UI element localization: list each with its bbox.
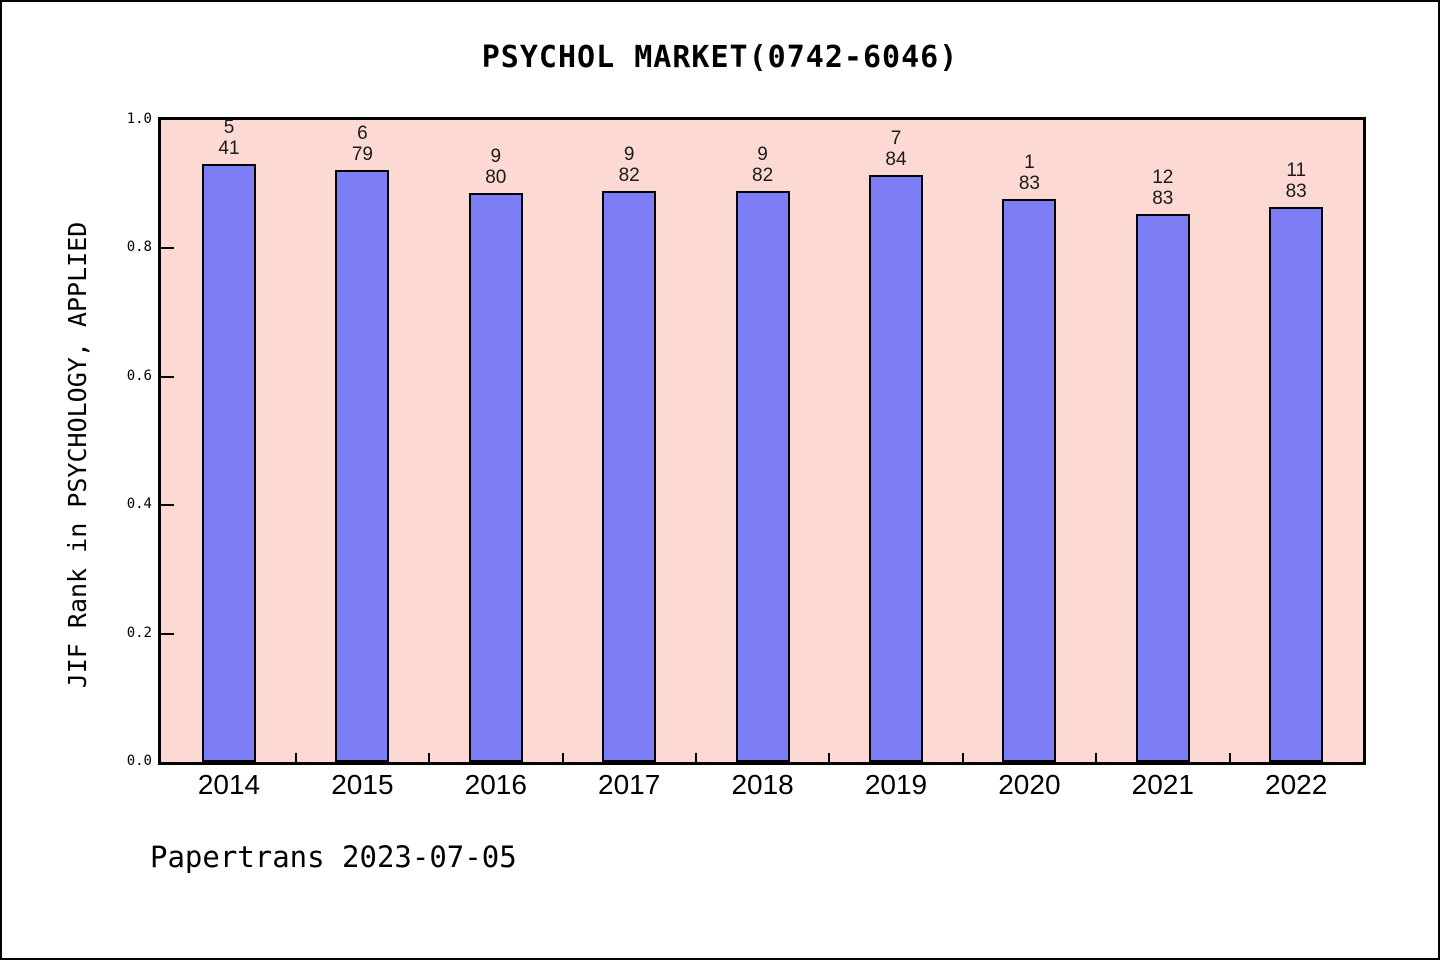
bar-value-label: 1 83 bbox=[984, 152, 1074, 194]
x-tick bbox=[961, 753, 964, 762]
bar-total-value: 82 bbox=[618, 165, 640, 186]
bar-rank-value: 12 bbox=[1152, 167, 1174, 188]
y-tick bbox=[161, 247, 174, 250]
x-tick bbox=[1228, 753, 1231, 762]
bar bbox=[735, 191, 790, 762]
bar-rank-value: 9 bbox=[623, 144, 635, 165]
bar-value-label: 9 82 bbox=[584, 144, 674, 186]
bar-total-value: 41 bbox=[218, 138, 240, 159]
bar bbox=[1002, 199, 1057, 762]
x-axis-label: 2014 bbox=[197, 769, 261, 800]
plot-inner: 5 41 6 79 9 80 9 82 9 82 7 84 1 83 12 83 11 83 bbox=[161, 117, 1363, 762]
bar-total-value: 83 bbox=[1152, 188, 1174, 209]
y-axis-tick-label: 0.2 bbox=[126, 624, 152, 641]
y-axis-tick-label: 1.0 bbox=[126, 111, 152, 127]
x-axis-label: 2017 bbox=[598, 769, 661, 800]
x-tick bbox=[561, 753, 564, 762]
x-axis-label: 2018 bbox=[731, 769, 794, 800]
x-axis-label: 2021 bbox=[1131, 769, 1194, 800]
y-axis-tick-label: 0.8 bbox=[126, 239, 152, 256]
bar bbox=[602, 191, 657, 762]
bar-total-value: 82 bbox=[752, 165, 774, 186]
bar bbox=[468, 193, 523, 762]
bar-total-value: 79 bbox=[351, 144, 373, 165]
bar-value-label: 6 79 bbox=[317, 123, 407, 165]
y-tick bbox=[161, 375, 174, 378]
y-axis-tick-label: 0.0 bbox=[126, 753, 152, 769]
bar-total-value: 83 bbox=[1018, 173, 1040, 194]
bar-rank-value: 7 bbox=[890, 128, 902, 149]
bar bbox=[202, 164, 256, 762]
y-tick bbox=[161, 632, 174, 635]
y-axis-tick-label: 0.6 bbox=[126, 367, 152, 384]
y-axis-title: JIF Rank in PSYCHOLOGY, APPLIED bbox=[63, 221, 92, 689]
bar-rank-value: 9 bbox=[757, 144, 768, 165]
bar-value-label: 7 84 bbox=[851, 128, 941, 170]
bar-rank-value: 9 bbox=[490, 146, 502, 167]
x-tick bbox=[694, 753, 697, 762]
y-tick bbox=[161, 504, 174, 507]
plot-area: 5 41 6 79 9 80 9 82 9 82 7 84 1 83 12 83 11 83 bbox=[158, 117, 1366, 765]
x-axis-label: 2022 bbox=[1265, 769, 1328, 800]
y-axis-tick-label: 0.4 bbox=[126, 496, 152, 513]
x-axis-label: 2019 bbox=[864, 769, 928, 800]
bar-value-label: 11 83 bbox=[1251, 160, 1341, 202]
x-tick bbox=[294, 753, 297, 762]
bar-value-label: 5 41 bbox=[184, 117, 274, 159]
bar-rank-value: 11 bbox=[1286, 160, 1307, 181]
x-tick bbox=[1095, 753, 1098, 762]
x-axis-label: 2020 bbox=[998, 769, 1061, 800]
bar-rank-value: 1 bbox=[1024, 152, 1035, 173]
bar-total-value: 80 bbox=[485, 167, 507, 188]
footer-text: Papertrans 2023-07-05 bbox=[150, 840, 517, 874]
x-axis-label: 2015 bbox=[331, 769, 394, 800]
bar-value-label: 9 80 bbox=[451, 146, 541, 188]
x-tick bbox=[828, 753, 831, 762]
bar-total-value: 83 bbox=[1285, 181, 1307, 202]
x-axis-label: 2016 bbox=[464, 769, 527, 800]
bar bbox=[1135, 214, 1190, 762]
bar bbox=[335, 170, 390, 762]
x-tick bbox=[428, 753, 431, 762]
bar-rank-value: 6 bbox=[357, 123, 368, 144]
bar bbox=[1269, 207, 1324, 762]
bar-value-label: 9 82 bbox=[718, 144, 808, 186]
bar-rank-value: 5 bbox=[223, 117, 235, 138]
bar-total-value: 84 bbox=[885, 149, 907, 170]
bar bbox=[869, 175, 923, 762]
chart-title: PSYCHOL MARKET(0742-6046) bbox=[481, 40, 959, 75]
bar-value-label: 12 83 bbox=[1118, 167, 1208, 209]
